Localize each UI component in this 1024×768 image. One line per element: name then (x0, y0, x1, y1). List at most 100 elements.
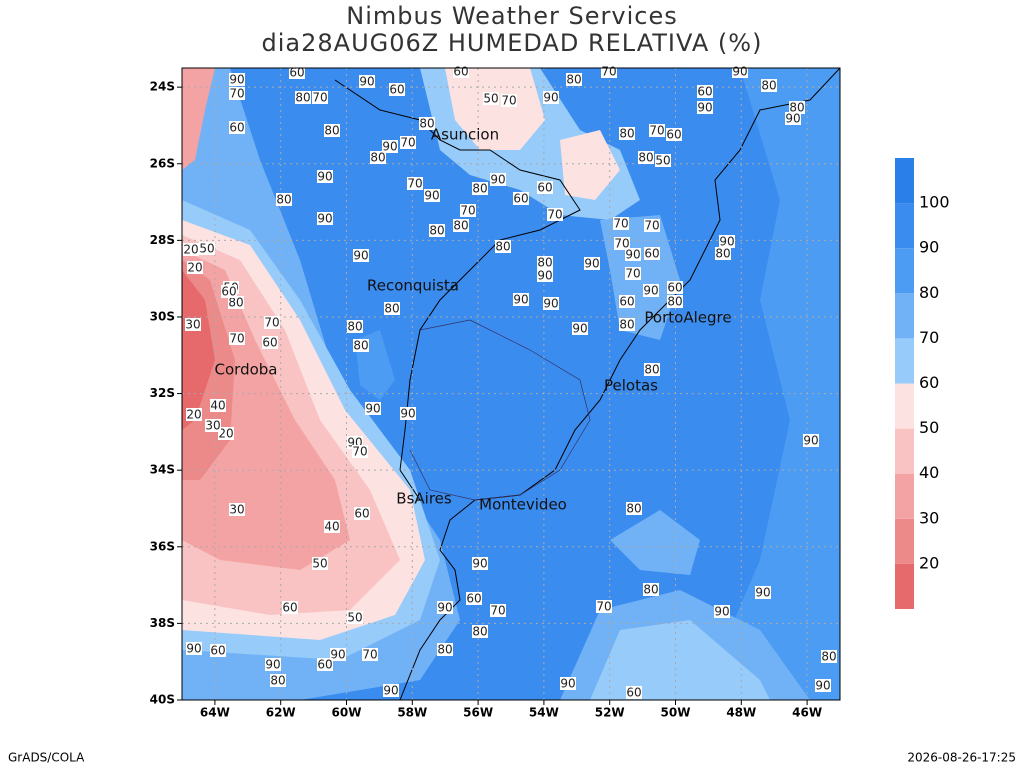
contour-label-bg (625, 267, 641, 280)
field (182, 68, 840, 700)
contour-label: 80 (761, 79, 776, 93)
contour-label: 60 (354, 507, 369, 521)
contour-label: 90 (572, 322, 587, 336)
contour-label-bg (347, 611, 363, 624)
contour-label-bg (513, 192, 529, 205)
contour-label: 70 (613, 217, 628, 231)
colorbar-box (895, 293, 914, 339)
contour-label: 80 (276, 193, 291, 207)
contour-label: 60 (667, 281, 682, 295)
subtitle: dia28AUG06Z HUMEDAD RELATIVA (%) (262, 29, 763, 57)
contour-label: 90 (697, 101, 712, 115)
contour-label-bg (270, 674, 286, 687)
contour-label: 70 (312, 91, 327, 105)
contour-label-bg (789, 101, 805, 114)
contour-label-bg (547, 208, 563, 221)
x-tick-label: 50W (661, 706, 691, 720)
contour-label-bg (210, 644, 226, 657)
contour-label-bg (460, 204, 476, 217)
contour-label: 90 (755, 586, 770, 600)
contour-label: 50 (655, 154, 670, 168)
colorbar-label: 100 (919, 193, 950, 212)
contour-label: 70 (490, 604, 505, 618)
contour-label-bg (644, 363, 660, 376)
contour-label-bg (183, 243, 199, 256)
contour-label: 40 (210, 399, 225, 413)
contour-label: 70 (400, 136, 415, 150)
contour-label: 90 (803, 434, 818, 448)
contour-label: 60 (666, 128, 681, 142)
contour-label: 90 (719, 235, 734, 249)
contour-label: 90 (229, 73, 244, 87)
contour-label: 90 (785, 112, 800, 126)
footer-right: 2026-08-26-17:25 (907, 751, 1016, 765)
city-label: Pelotas (604, 377, 658, 395)
contour-label-bg (228, 296, 244, 309)
contour-label: 80 (295, 91, 310, 105)
contour-label: 90 (732, 65, 747, 79)
y-tick-label: 36S (150, 539, 175, 553)
contour-label-bg (667, 281, 683, 294)
coastline (399, 68, 840, 700)
contour-label: 80 (419, 117, 434, 131)
contour-label-bg (761, 79, 777, 92)
contour-label-bg (495, 240, 511, 253)
contour-label-bg (472, 625, 488, 638)
colorbar-box (895, 383, 914, 429)
x-tick-label: 62W (266, 706, 296, 720)
contour-label: 80 (789, 101, 804, 115)
x-tick-label: 54W (529, 706, 559, 720)
contour-label: 60 (466, 592, 481, 606)
colorbar-box (895, 428, 914, 474)
contour-label: 90 (437, 601, 452, 615)
contour-label-bg (803, 434, 819, 447)
contour-label: 60 (537, 181, 552, 195)
land-zone (182, 270, 215, 430)
contour-label-bg (324, 124, 340, 137)
contour-label-bg (353, 339, 369, 352)
contour-label-bg (626, 686, 642, 699)
y-tick-label: 24S (150, 80, 175, 94)
contour-label-bg (330, 648, 346, 661)
contour-label: 30 (229, 503, 244, 517)
colorbar-box (895, 158, 914, 204)
contour-label-bg (185, 318, 201, 331)
footer-left: GrADS/COLA (8, 751, 85, 765)
contour-label: 50 (483, 92, 498, 106)
frame (181, 67, 841, 701)
contour-label-bg (619, 127, 635, 140)
contour-label: 60 (289, 66, 304, 80)
contour-label: 60 (644, 247, 659, 261)
contour-label: 90 (815, 679, 830, 693)
contour-label-bg (667, 295, 683, 308)
contour-label-bg (229, 121, 245, 134)
contour-label-bg (649, 124, 665, 137)
contour-label: 70 (547, 208, 562, 222)
colorbar-label: 90 (919, 238, 939, 257)
contour-label-bg (312, 91, 328, 104)
contour-label: 80 (472, 182, 487, 196)
contour-label-bg (295, 91, 311, 104)
contour-label: 80 (228, 296, 243, 310)
contour-label: 80 (715, 247, 730, 261)
contour-label: 50 (199, 242, 214, 256)
contour-label: 70 (229, 332, 244, 346)
contour-label: 70 (362, 648, 377, 662)
colorbar-box (895, 248, 914, 294)
contour-label: 70 (264, 316, 279, 330)
contour-label-bg (186, 408, 202, 421)
contour-label: 80 (370, 151, 385, 165)
contour-label-bg (359, 75, 375, 88)
contour-label-bg (566, 73, 582, 86)
contour-label: 90 (317, 170, 332, 184)
contour-label: 80 (644, 363, 659, 377)
colorbar-label: 50 (919, 418, 939, 437)
contour-label-bg (714, 605, 730, 618)
colorbar-label: 20 (919, 553, 939, 572)
contour-label-bg (352, 445, 368, 458)
contour-label: 60 (221, 285, 236, 299)
contour-label: 40 (324, 520, 339, 534)
contour-label-bg (719, 235, 735, 248)
contour-label: 60 (513, 192, 528, 206)
